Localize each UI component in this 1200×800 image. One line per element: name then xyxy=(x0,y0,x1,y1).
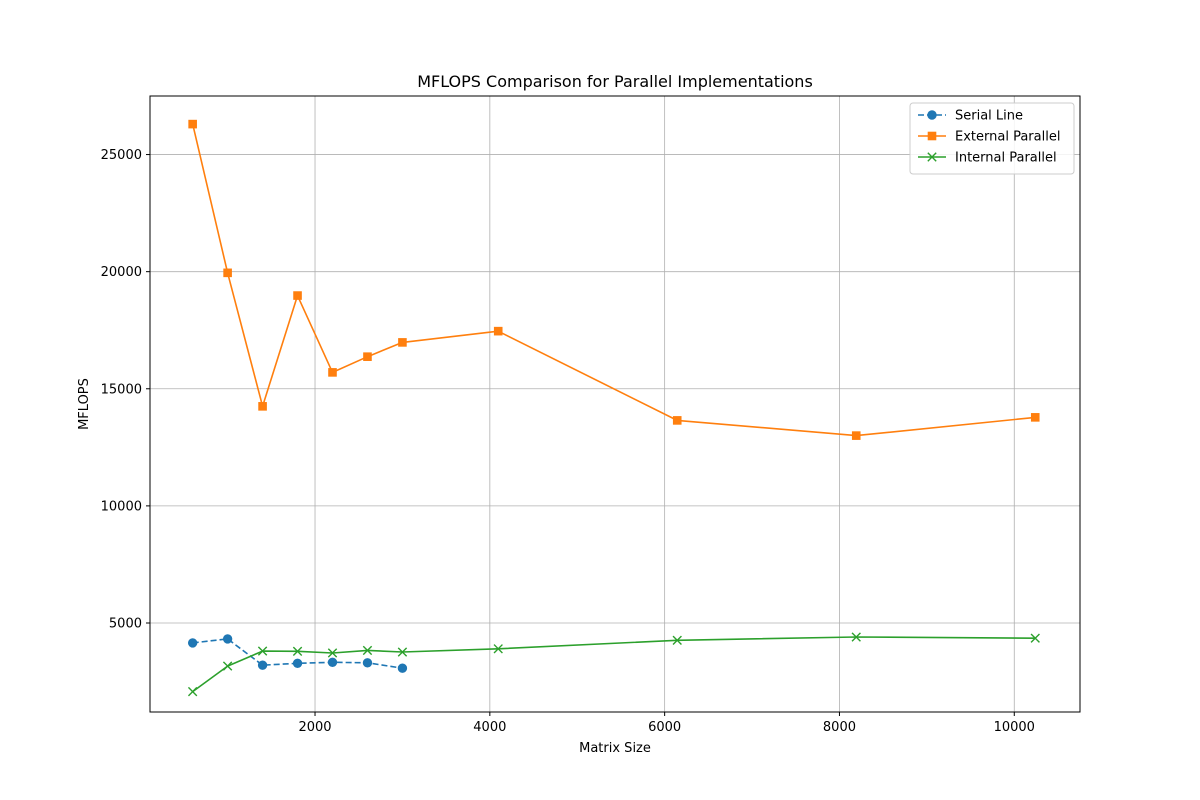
series-0-point-0 xyxy=(187,638,198,648)
series-1-point-2 xyxy=(258,402,267,411)
legend-marker-2 xyxy=(927,152,937,162)
y-tick-label-4: 25000 xyxy=(101,148,142,163)
series-2-point-6 xyxy=(397,647,408,657)
y-tick-label-0: 5000 xyxy=(109,616,142,631)
y-axis-label: MFLOPS xyxy=(77,378,92,430)
x-tick-label-4: 10000 xyxy=(994,720,1035,735)
series-2-point-4 xyxy=(327,648,338,658)
series-line-2 xyxy=(192,636,1036,693)
series-0 xyxy=(187,634,408,673)
series-2-point-0 xyxy=(187,686,198,697)
series-layer xyxy=(187,119,1040,697)
legend-item-2: Internal Parallel xyxy=(918,151,1057,166)
series-1-point-10 xyxy=(1030,413,1040,422)
legend-item-0: Serial Line xyxy=(918,109,1023,124)
y-tick-label-1: 10000 xyxy=(101,499,142,514)
x-tick-label-3: 8000 xyxy=(823,720,856,735)
legend-box xyxy=(909,102,1075,175)
series-0-point-2 xyxy=(257,660,268,670)
series-1-point-3 xyxy=(293,291,302,300)
series-0-point-5 xyxy=(362,658,373,668)
legend-marker-0 xyxy=(927,110,937,120)
series-2-point-3 xyxy=(292,646,303,657)
series-0-point-3 xyxy=(292,658,303,668)
x-tick-label-1: 4000 xyxy=(473,720,506,735)
x-tick-label-0: 2000 xyxy=(298,720,331,735)
series-2-point-7 xyxy=(493,644,503,654)
series-2-point-5 xyxy=(362,645,373,656)
series-2-point-9 xyxy=(851,632,861,642)
y-tick-label-3: 20000 xyxy=(101,265,142,280)
series-2-point-10 xyxy=(1030,633,1040,643)
legend-label-2: Internal Parallel xyxy=(955,151,1057,166)
series-1-point-4 xyxy=(328,368,337,377)
series-0-point-6 xyxy=(397,663,408,673)
plot-frame xyxy=(149,95,1081,713)
series-2-point-2 xyxy=(257,646,268,656)
x-axis-label: Matrix Size xyxy=(579,741,651,756)
series-2-point-8 xyxy=(672,635,682,646)
series-1-point-5 xyxy=(363,352,372,361)
x-tick-label-2: 6000 xyxy=(648,720,681,735)
y-tick-label-2: 15000 xyxy=(101,382,142,397)
series-2-point-1 xyxy=(222,661,233,671)
series-1-point-0 xyxy=(188,119,197,129)
legend-marker-1 xyxy=(927,131,937,141)
legend-label-0: Serial Line xyxy=(955,109,1023,124)
series-1-point-7 xyxy=(493,326,503,336)
ticks-layer: 2000 4000 6000 8000 10000 5000 10000 15000 20000… xyxy=(101,148,1035,735)
series-2 xyxy=(187,632,1040,697)
legend-label-1: External Parallel xyxy=(955,130,1060,145)
legend-item-1: External Parallel xyxy=(918,130,1060,145)
chart-title: MFLOPS Comparison for Parallel Implement… xyxy=(417,72,813,91)
series-1-point-9 xyxy=(851,431,861,440)
series-1-point-8 xyxy=(672,416,682,425)
series-0-point-1 xyxy=(222,634,233,644)
series-1 xyxy=(188,119,1040,440)
legend: Serial Line External Parallel Internal Par… xyxy=(909,102,1075,175)
grid-layer xyxy=(150,96,1080,712)
series-1-point-1 xyxy=(223,268,232,278)
series-1-point-6 xyxy=(398,338,407,347)
series-0-point-4 xyxy=(327,657,338,668)
